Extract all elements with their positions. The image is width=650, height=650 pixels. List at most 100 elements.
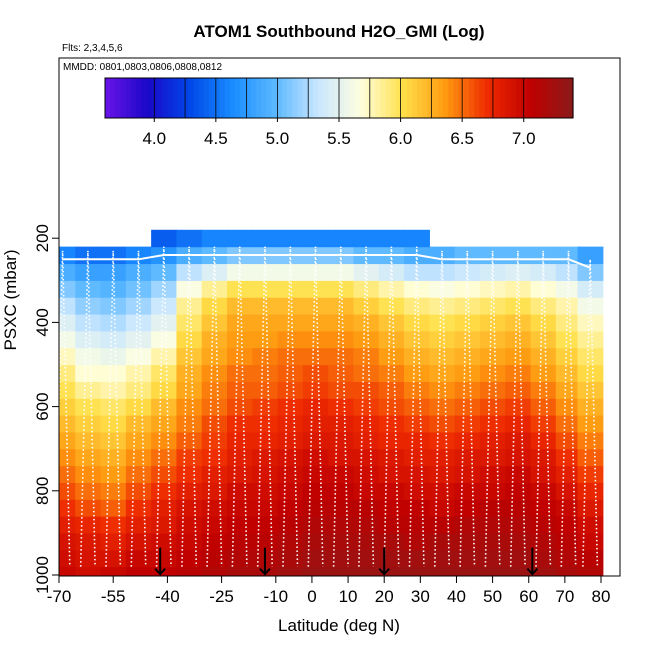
heatmap-cell: [479, 415, 506, 433]
heatmap-cell: [100, 566, 127, 576]
heatmap-cell: [201, 263, 228, 281]
colorbar-swatch: [536, 78, 543, 118]
colorbar-swatch: [547, 78, 553, 118]
heatmap-cell: [530, 330, 557, 349]
heatmap-cell: [353, 347, 380, 366]
flight-profile: [509, 250, 526, 567]
heatmap-cell: [176, 532, 203, 551]
heatmap-cell: [151, 532, 178, 551]
heatmap-cell: [125, 448, 152, 467]
colorbar-swatch: [125, 78, 132, 118]
heatmap-cell: [75, 482, 102, 500]
heatmap-cell: [151, 482, 178, 500]
heatmap-cell: [530, 313, 557, 332]
heatmap-cell: [378, 482, 405, 500]
colorbar-tick-label: 5.0: [266, 129, 290, 148]
colorbar-swatch: [162, 78, 168, 118]
heatmap-cell: [577, 516, 604, 534]
heatmap-cell: [505, 297, 532, 315]
heatmap-cell: [454, 532, 481, 551]
colorbar-swatch: [313, 78, 319, 118]
colorbar-swatch: [157, 78, 163, 118]
heatmap-cell: [454, 330, 481, 349]
heatmap-cell: [328, 229, 355, 248]
heatmap-cell: [353, 532, 380, 551]
heatmap-cell: [378, 263, 405, 281]
heatmap-cell: [59, 313, 76, 332]
heatmap-cell: [378, 229, 405, 248]
heatmap-cell: [151, 516, 178, 534]
heatmap-cell: [277, 465, 304, 483]
heatmap-cell: [75, 516, 102, 534]
flight-profile: [231, 246, 248, 567]
colorbar: 4.0 4.5 5.0 5.5 6.0 6.5 7.0: [104, 77, 574, 148]
heatmap-cell: [454, 566, 481, 576]
heatmap-cell: [227, 347, 253, 366]
x-tick-label: -25: [209, 587, 234, 606]
heatmap-cell: [252, 297, 279, 315]
heatmap-cell: [151, 465, 178, 483]
heatmap-cell: [404, 532, 430, 551]
heatmap-cell: [75, 431, 102, 450]
heatmap-cell: [353, 431, 380, 450]
heatmap-cell: [302, 516, 329, 534]
colorbar-tick-label: 6.0: [389, 129, 413, 148]
colorbar-swatch: [105, 78, 111, 118]
y-axis-label: PSXC (mbar): [1, 249, 20, 350]
heatmap-cell: [577, 398, 604, 416]
colorbar-swatch: [266, 78, 272, 118]
heatmap-cell: [100, 499, 127, 517]
heatmap-cell: [252, 482, 279, 500]
heatmap-cell: [125, 532, 152, 551]
heatmap-cell: [201, 398, 228, 416]
colorbar-swatch: [172, 78, 179, 118]
heatmap-cell: [479, 398, 506, 416]
flight-profile: [105, 250, 122, 567]
heatmap-cell: [454, 297, 481, 315]
heatmap-cell: [151, 229, 178, 248]
colorbar-swatch: [375, 78, 382, 118]
colorbar-swatch: [323, 78, 330, 118]
heatmap-cell: [577, 431, 604, 450]
heatmap-cell: [151, 431, 178, 450]
heatmap-cell: [227, 263, 253, 281]
heatmap-cell: [454, 415, 481, 433]
colorbar-swatch: [401, 78, 408, 118]
colorbar-swatch: [224, 78, 231, 118]
chart-title: ATOM1 Southbound H2O_GMI (Log): [193, 22, 484, 41]
colorbar-swatch: [136, 78, 142, 118]
heatmap-cell: [100, 398, 127, 416]
colorbar-tick-label: 6.5: [450, 129, 474, 148]
heatmap-cell: [505, 313, 532, 332]
heatmap-cell: [429, 516, 456, 534]
heatmap-cell: [125, 381, 152, 399]
heatmap-cell: [151, 499, 178, 517]
heatmap-cell: [100, 381, 127, 399]
heatmap-cell: [201, 415, 228, 433]
heatmap-cell: [378, 516, 405, 534]
heatmap-cell: [59, 566, 76, 576]
arrow-marker: [526, 547, 539, 576]
heatmap-cell: [125, 499, 152, 517]
colorbar-swatch: [349, 78, 356, 118]
colorbar-swatch: [557, 78, 564, 118]
flight-profile: [582, 259, 599, 567]
x-tick-label: 60: [519, 587, 538, 606]
heatmap-cell: [302, 415, 329, 433]
colorbar-swatch: [302, 78, 309, 118]
heatmap-cell: [277, 431, 304, 450]
heatmap-cell: [429, 566, 456, 576]
heatmap-cell: [454, 482, 481, 500]
heatmap-cell: [328, 280, 355, 298]
x-tick-label: 70: [555, 587, 574, 606]
heatmap-cell: [429, 499, 456, 517]
heatmap-cell: [479, 313, 506, 332]
colorbar-swatch: [458, 78, 465, 118]
heatmap-cell: [454, 499, 481, 517]
heatmap-cell: [176, 516, 203, 534]
heatmap-cell: [555, 313, 582, 332]
heatmap-cell: [378, 549, 405, 568]
heatmap-cell: [277, 280, 304, 298]
colorbar-swatch: [203, 78, 210, 118]
